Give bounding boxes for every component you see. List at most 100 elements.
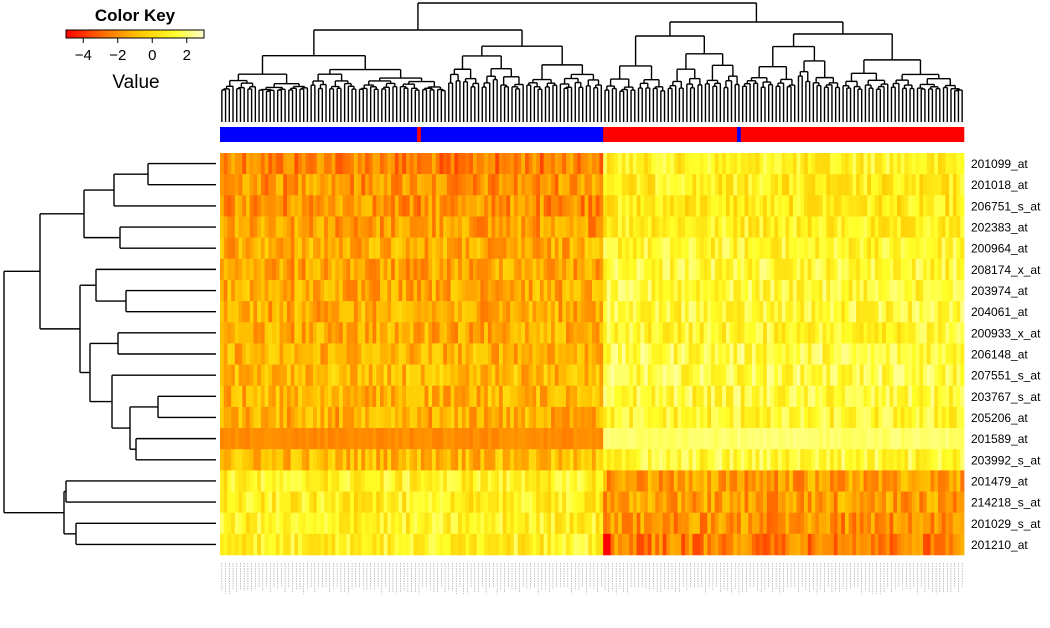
heatmap-cell [595, 385, 600, 408]
heatmap-cell [778, 174, 783, 196]
heatmap-cell [897, 385, 902, 408]
heatmap-cell [372, 512, 377, 535]
heatmap-cell [502, 237, 507, 260]
heatmap-cell [439, 279, 444, 302]
heatmap-cell [900, 216, 905, 238]
heatmap-cell [904, 195, 909, 217]
heatmap-cell [461, 449, 466, 471]
heatmap-cell [960, 533, 965, 556]
heatmap-cell [930, 343, 935, 365]
heatmap-cell [632, 428, 638, 450]
heatmap-cell [755, 279, 760, 302]
heatmap-cell [658, 237, 664, 260]
heatmap-cell [800, 258, 805, 281]
heatmap-cell [606, 322, 611, 344]
heatmap-cell [923, 301, 928, 323]
heatmap-cell [692, 343, 697, 365]
heatmap-cell [830, 364, 835, 387]
heatmap-cell [595, 533, 600, 556]
heatmap-cell [335, 322, 340, 344]
heatmap-cell [945, 237, 950, 260]
heatmap-cell [636, 406, 641, 429]
heatmap-cell [502, 512, 507, 535]
heatmap-cell [350, 406, 355, 429]
heatmap-cell [658, 279, 664, 302]
heatmap-cell [391, 385, 396, 408]
heatmap-cell [737, 449, 742, 471]
heatmap-cell [729, 237, 734, 260]
heatmap-cell [428, 153, 433, 175]
heatmap-cell [885, 512, 890, 535]
heatmap-cell [398, 364, 403, 387]
heatmap-cell [885, 449, 890, 471]
heatmap-cell [536, 533, 541, 556]
heatmap-cell [365, 406, 370, 429]
heatmap-cell [588, 301, 593, 323]
heatmap-cell [833, 533, 838, 556]
heatmap-cell [811, 216, 816, 238]
heatmap-cell [476, 428, 481, 450]
heatmap-cell [521, 491, 526, 513]
heatmap-cell [725, 364, 731, 387]
heatmap-cell [804, 364, 809, 387]
heatmap-cell [532, 258, 537, 281]
heatmap-cell [584, 364, 589, 387]
heatmap-cell [655, 428, 660, 450]
heatmap-cell [327, 385, 332, 408]
heatmap-cell [465, 258, 470, 281]
heatmap-cell [249, 195, 254, 217]
heatmap-cell [391, 174, 396, 196]
heatmap-cell [469, 195, 474, 217]
heatmap-cell [606, 364, 611, 387]
heatmap-cell [729, 428, 734, 450]
heatmap-cell [874, 449, 879, 471]
heatmap-cell [629, 449, 634, 471]
heatmap-cell [610, 279, 615, 302]
heatmap-cell [220, 512, 225, 535]
heatmap-cell [718, 512, 723, 535]
heatmap-cell [703, 512, 708, 535]
heatmap-cell [714, 512, 719, 535]
heatmap-cell [528, 385, 533, 408]
heatmap-cell [882, 428, 887, 450]
heatmap-cell [577, 406, 582, 429]
heatmap-cell [603, 195, 608, 217]
heatmap-cell [644, 491, 649, 513]
heatmap-cell [357, 195, 362, 217]
heatmap-cell [956, 428, 961, 450]
heatmap-cell [737, 343, 742, 365]
heatmap-cell [432, 301, 437, 323]
heatmap-cell [290, 364, 295, 387]
heatmap-cell [915, 216, 920, 238]
heatmap-cell [435, 512, 440, 535]
heatmap-cell [279, 237, 284, 260]
heatmap-cell [960, 258, 965, 281]
heatmap-cell [242, 174, 247, 196]
heatmap-cell [934, 174, 939, 196]
heatmap-cell [580, 216, 585, 238]
heatmap-cell [253, 195, 258, 217]
row-label: 203992_s_at [971, 453, 1041, 467]
heatmap-cell [662, 406, 667, 429]
heatmap-cell [685, 470, 690, 492]
heatmap-cell [394, 449, 399, 471]
heatmap-cell [536, 153, 541, 175]
heatmap-cell [439, 385, 444, 408]
heatmap-cell [420, 216, 425, 238]
heatmap-cell [387, 153, 392, 175]
heatmap-cell [350, 428, 355, 450]
heatmap-cell [439, 428, 444, 450]
heatmap-cell [573, 322, 578, 344]
heatmap-cell [733, 428, 738, 450]
heatmap-cell [573, 174, 578, 196]
heatmap-cell [852, 153, 857, 175]
heatmap-cell [290, 258, 295, 281]
heatmap-cell [283, 258, 288, 281]
heatmap-cell [647, 301, 652, 323]
heatmap-cell [878, 301, 883, 323]
heatmap-cell [919, 301, 924, 323]
heatmap-cell [915, 279, 920, 302]
heatmap-cell [294, 385, 299, 408]
heatmap-cell [353, 449, 359, 471]
heatmap-cell [908, 428, 913, 450]
